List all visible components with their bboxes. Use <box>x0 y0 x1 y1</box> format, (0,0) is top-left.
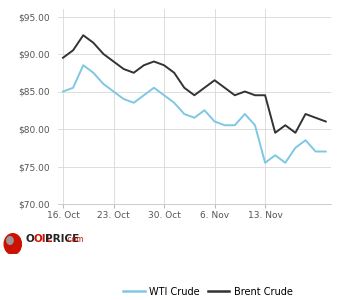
Text: O: O <box>26 235 34 244</box>
Text: OIL: OIL <box>33 235 52 244</box>
Text: PRICE: PRICE <box>45 235 79 244</box>
Text: .com: .com <box>65 236 83 244</box>
Legend: WTI Crude, Brent Crude: WTI Crude, Brent Crude <box>119 283 297 300</box>
Circle shape <box>7 237 13 244</box>
Circle shape <box>4 234 21 254</box>
